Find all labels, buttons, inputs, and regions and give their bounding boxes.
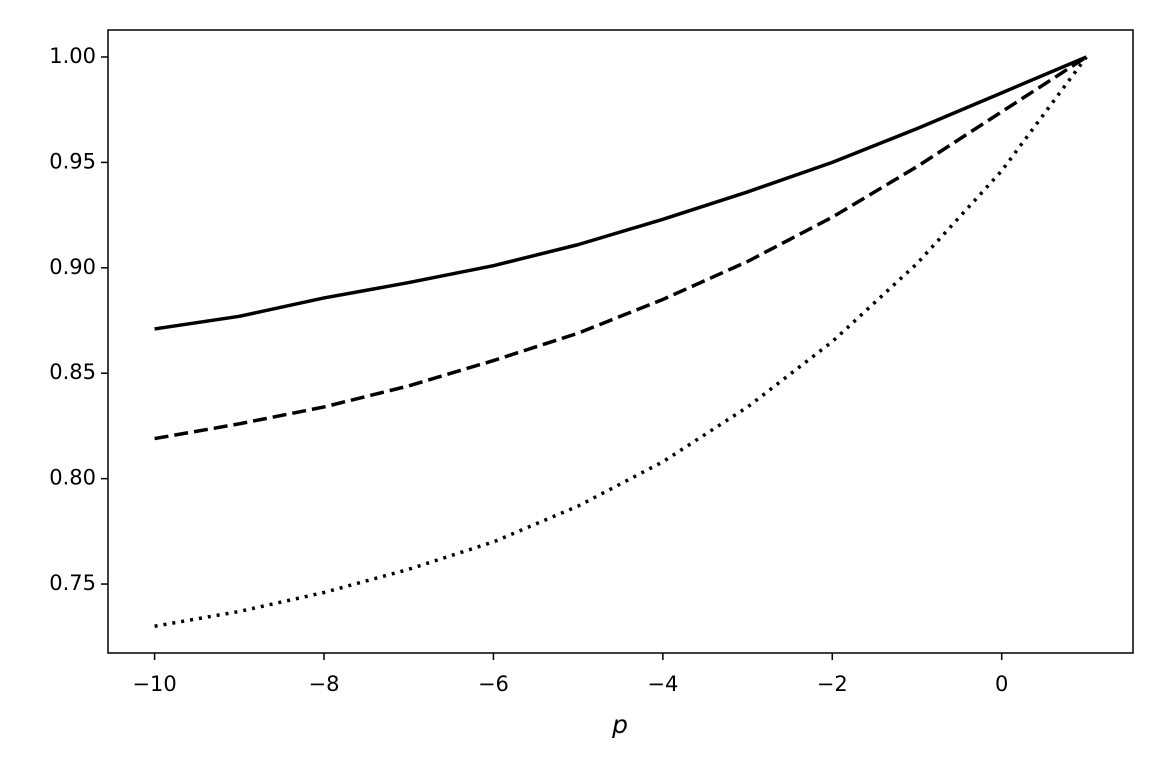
x-tick-label: −2 — [817, 672, 848, 696]
y-tick-label: 0.80 — [49, 466, 96, 490]
x-axis-label: p — [611, 710, 628, 739]
plot-frame — [107, 29, 1134, 654]
y-tick-label: 0.90 — [49, 255, 96, 279]
y-tick-label: 1.00 — [49, 44, 96, 68]
y-tick-label: 0.85 — [49, 360, 96, 384]
y-tick-label: 0.75 — [49, 571, 96, 595]
line-series — [154, 55, 1088, 331]
y-tick-label: 0.95 — [49, 149, 96, 173]
x-tick-label: −6 — [478, 672, 509, 696]
line-series — [154, 55, 1088, 441]
x-tick-label: −10 — [132, 672, 176, 696]
x-tick-label: −8 — [309, 672, 340, 696]
line-series — [154, 55, 1088, 628]
x-tick-label: 0 — [995, 672, 1008, 696]
x-tick-label: −4 — [647, 672, 678, 696]
